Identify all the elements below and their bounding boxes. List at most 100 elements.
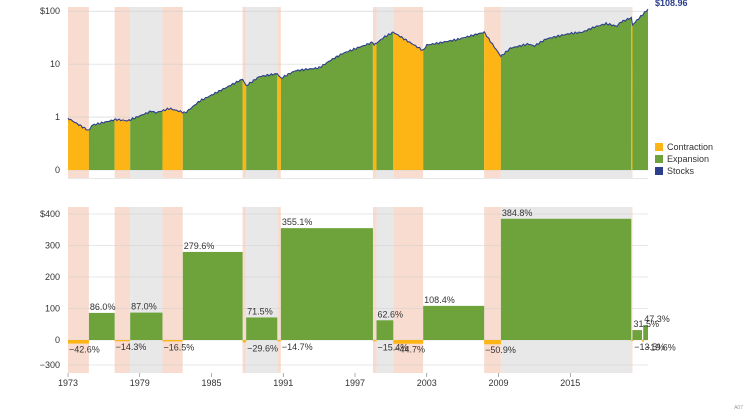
x-tick-label: 1991 xyxy=(273,378,293,388)
top-y-tick-label: 10 xyxy=(50,59,60,69)
bottom-y-tick-label: 100 xyxy=(45,304,60,314)
bar-contraction-4 xyxy=(162,340,183,342)
bottom-y-tick-label: $400 xyxy=(40,209,60,219)
top-area-chart xyxy=(67,8,649,171)
bottom-bar-chart xyxy=(68,218,648,345)
legend-item-expansion: Expansion xyxy=(655,153,713,165)
x-tick-label: 2009 xyxy=(488,378,508,388)
x-axis-ticks: 1973 1979 1985 1991 1997 2003 2009 2015 xyxy=(58,373,580,388)
bar-data-label: −14.7% xyxy=(282,342,313,352)
area-segment-expansion-5 xyxy=(182,79,243,170)
bar-data-label: −14.3% xyxy=(116,342,147,352)
legend: Contraction Expansion Stocks xyxy=(655,141,713,177)
legend-label-stocks: Stocks xyxy=(667,166,695,176)
bar-contraction-8 xyxy=(277,340,281,342)
period-band-bottom-4 xyxy=(162,207,183,373)
period-band-bottom-2 xyxy=(114,207,131,373)
period-band-bottom-16 xyxy=(631,207,633,373)
bar-data-label: 355.1% xyxy=(282,217,313,227)
bar-data-label: −29.6% xyxy=(247,343,278,353)
x-tick-label: 1979 xyxy=(130,378,150,388)
bar-data-label: −13.5% xyxy=(634,342,665,352)
legend-item-stocks: Stocks xyxy=(655,165,713,177)
bar-data-label: −44.7% xyxy=(394,345,425,355)
bottom-y-tick-label: 300 xyxy=(45,241,60,251)
bottom-y-ticks: $400 300 200 100 0 −300 xyxy=(40,209,60,370)
bar-expansion-1 xyxy=(88,312,115,340)
period-band-bottom-0 xyxy=(68,207,89,373)
legend-swatch-expansion xyxy=(655,155,663,163)
bar-expansion-13 xyxy=(423,305,485,340)
bar-data-label: 47.3% xyxy=(644,314,670,324)
bar-expansion-11 xyxy=(376,320,394,340)
legend-label-contraction: Contraction xyxy=(667,142,714,152)
bottom-y-tick-label: −300 xyxy=(40,360,60,370)
area-segment-contraction-6 xyxy=(242,79,247,170)
bar-data-label: 87.0% xyxy=(131,302,157,312)
bar-data-label: 279.6% xyxy=(184,241,215,251)
period-band-bottom-6 xyxy=(242,207,247,373)
x-tick-label: 1997 xyxy=(345,378,365,388)
bar-expansion-7 xyxy=(246,317,278,340)
bar-data-label: 62.6% xyxy=(378,309,404,319)
bar-data-label: 384.8% xyxy=(502,208,533,218)
area-segment-expansion-11 xyxy=(376,32,394,170)
period-band-bottom-7 xyxy=(246,207,278,373)
bar-contraction-12 xyxy=(393,340,424,344)
area-segment-contraction-0 xyxy=(68,118,89,170)
period-band-bottom-14 xyxy=(484,207,501,373)
bar-expansion-3 xyxy=(130,312,163,340)
bar-expansion-15 xyxy=(500,218,632,340)
bar-contraction-16 xyxy=(631,340,634,342)
bar-contraction-10 xyxy=(372,340,377,342)
top-y-tick-label: 0 xyxy=(55,165,60,175)
stocks-line xyxy=(67,8,649,131)
bar-expansion-19 xyxy=(643,325,648,340)
x-tick-label: 1973 xyxy=(58,378,78,388)
area-segment-contraction-2 xyxy=(114,119,131,170)
period-band-bottom-13 xyxy=(423,207,485,373)
bar-contraction-2 xyxy=(114,340,131,342)
bar-contraction-14 xyxy=(484,340,501,345)
area-segment-expansion-1 xyxy=(88,119,115,170)
legend-swatch-stocks xyxy=(655,167,663,175)
area-segment-expansion-7 xyxy=(246,73,278,170)
area-segment-contraction-10 xyxy=(372,43,377,170)
end-value-label: $108.96 xyxy=(655,0,688,8)
x-tick-label: 2003 xyxy=(417,378,437,388)
bar-expansion-9 xyxy=(280,228,373,340)
area-segment-expansion-15 xyxy=(500,17,632,171)
area-segment-contraction-12 xyxy=(393,32,424,170)
period-band-bottom-8 xyxy=(277,207,281,373)
area-segment-contraction-16 xyxy=(631,17,633,171)
area-segment-expansion-13 xyxy=(423,31,485,170)
bar-contraction-18 xyxy=(642,340,645,342)
bar-data-label: −50.9% xyxy=(485,345,516,355)
legend-swatch-contraction xyxy=(655,143,663,151)
area-segment-expansion-9 xyxy=(280,42,373,171)
bar-data-label: −42.6% xyxy=(69,345,100,355)
top-y-tick-label: 1 xyxy=(55,112,60,122)
bar-data-label: 71.5% xyxy=(247,306,273,316)
bar-expansion-5 xyxy=(182,251,243,340)
period-band-bottom-10 xyxy=(372,207,377,373)
bottom-data-labels: −42.6% 86.0% −14.3% 87.0% −16.5% 279.6% −29.6%… xyxy=(69,208,676,355)
bar-data-label: 108.4% xyxy=(424,295,455,305)
top-y-tick-label: $100 xyxy=(40,6,60,16)
period-band-bottom-1 xyxy=(88,207,115,373)
area-segment-expansion-17 xyxy=(632,9,648,170)
x-tick-label: 1985 xyxy=(201,378,221,388)
bar-data-label: −15.4% xyxy=(378,342,409,352)
x-tick-label: 2015 xyxy=(560,378,580,388)
bar-data-label: −16.5% xyxy=(163,342,194,352)
bar-data-label: 31.5% xyxy=(633,319,659,329)
area-segment-contraction-4 xyxy=(162,108,183,170)
legend-label-expansion: Expansion xyxy=(667,154,710,164)
bar-contraction-6 xyxy=(242,340,247,343)
area-segment-contraction-14 xyxy=(484,31,501,170)
period-band-bottom-3 xyxy=(130,207,163,373)
footnote: A07 xyxy=(734,405,743,411)
area-segment-contraction-8 xyxy=(277,73,281,170)
legend-item-contraction: Contraction xyxy=(655,141,713,153)
